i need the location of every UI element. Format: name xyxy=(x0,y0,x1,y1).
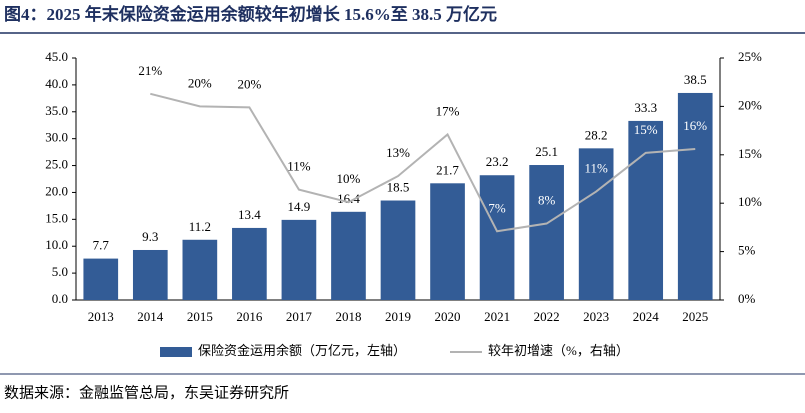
legend-label: 保险资金运用余额（万亿元，左轴） xyxy=(198,343,406,358)
bar xyxy=(479,175,515,300)
bar-value-label: 18.5 xyxy=(387,179,410,194)
x-tick-label: 2013 xyxy=(88,309,114,324)
line-value-label: 15% xyxy=(634,122,658,137)
bar xyxy=(380,200,416,300)
bar xyxy=(430,183,465,300)
y2-tick-label: 10% xyxy=(738,194,762,209)
x-tick-label: 2022 xyxy=(534,309,560,324)
bar-value-label: 9.3 xyxy=(142,229,158,244)
x-tick-label: 2020 xyxy=(435,309,461,324)
y-tick-label: 0.0 xyxy=(52,291,68,306)
x-tick-label: 2014 xyxy=(137,309,164,324)
y-tick-label: 35.0 xyxy=(45,103,68,118)
line-value-label: 13% xyxy=(386,145,410,160)
bar-value-label: 25.1 xyxy=(535,144,558,159)
source: 数据来源：金融监管总局，东吴证券研究所 xyxy=(4,384,289,401)
x-tick-label: 2023 xyxy=(583,309,609,324)
x-tick-label: 2017 xyxy=(286,309,313,324)
y-tick-label: 40.0 xyxy=(45,76,68,91)
bar xyxy=(578,148,614,300)
line-value-label: 11% xyxy=(287,159,311,174)
bar xyxy=(331,211,366,300)
y-tick-label: 10.0 xyxy=(45,237,68,252)
y2-tick-label: 20% xyxy=(738,97,762,112)
bar-value-label: 28.2 xyxy=(585,127,608,142)
line-value-label: 7% xyxy=(488,200,506,215)
y2-tick-label: 15% xyxy=(738,146,762,161)
x-tick-label: 2021 xyxy=(484,309,510,324)
line xyxy=(150,92,696,233)
bar-value-label: 13.4 xyxy=(238,207,261,222)
legend-label: 较年初增速（%，右轴） xyxy=(488,343,629,358)
bar xyxy=(132,249,168,300)
y-tick-label: 20.0 xyxy=(45,183,68,198)
line-value-label: 17% xyxy=(436,103,460,118)
bar-value-label: 21.7 xyxy=(436,162,459,177)
y-tick-label: 15.0 xyxy=(45,210,68,225)
x-tick-label: 2025 xyxy=(682,309,708,324)
y2-tick-label: 5% xyxy=(738,243,756,258)
x-tick-label: 2015 xyxy=(187,309,213,324)
bar xyxy=(232,227,267,300)
line-value-label: 16% xyxy=(683,118,707,133)
line-value-label: 11% xyxy=(584,161,608,176)
line-value-label: 20% xyxy=(237,76,261,91)
line-value-label: 10% xyxy=(337,171,361,186)
bar xyxy=(182,239,218,300)
y2-tick-label: 0% xyxy=(738,291,756,306)
y-tick-label: 30.0 xyxy=(45,130,68,145)
x-tick-label: 2018 xyxy=(335,309,361,324)
bar xyxy=(83,258,119,300)
y2-tick-label: 25% xyxy=(738,49,762,64)
line-value-label: 20% xyxy=(188,75,212,90)
x-tick-label: 2016 xyxy=(236,309,263,324)
y-tick-label: 5.0 xyxy=(52,264,68,279)
x-tick-label: 2019 xyxy=(385,309,411,324)
bar xyxy=(628,120,664,300)
legend-swatch xyxy=(160,347,192,357)
bar-value-label: 14.9 xyxy=(288,199,311,214)
line-value-label: 8% xyxy=(538,193,556,208)
bar-value-label: 16.4 xyxy=(337,191,360,206)
bar xyxy=(677,92,713,300)
y-tick-label: 25.0 xyxy=(45,157,68,172)
chart-title: 图4：2025 年末保险资金运用余额较年初增长 15.6%至 38.5 万亿元 xyxy=(4,4,497,24)
bar-value-label: 38.5 xyxy=(684,72,707,87)
bar-value-label: 33.3 xyxy=(634,100,657,115)
bar-value-label: 7.7 xyxy=(93,238,110,253)
bar xyxy=(529,165,564,300)
y-tick-label: 45.0 xyxy=(45,49,68,64)
bar xyxy=(281,219,317,300)
line-value-label: 21% xyxy=(138,63,162,78)
x-tick-label: 2024 xyxy=(633,309,660,324)
bar-value-label: 11.2 xyxy=(189,219,211,234)
bar-value-label: 23.2 xyxy=(486,154,509,169)
